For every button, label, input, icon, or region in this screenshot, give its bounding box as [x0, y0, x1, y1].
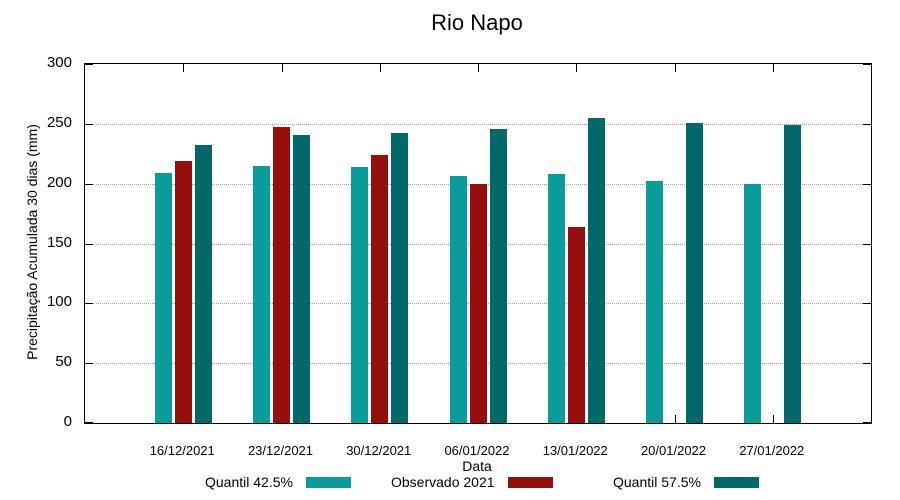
y-tick-mark-right-50: [863, 363, 871, 365]
y-tick-mark-right-0: [863, 422, 871, 423]
y-tick-label-200: 200: [46, 173, 72, 191]
bar-series2-group1: [293, 134, 310, 423]
chart-title: Rio Napo: [431, 10, 523, 35]
y-tick-label-100: 100: [46, 293, 72, 311]
y-tick-label-50: 50: [55, 353, 72, 371]
x-tick-mark-bottom-6: [773, 415, 774, 423]
bar-series2-group0: [194, 145, 212, 423]
y-tick-mark-right-300: [863, 64, 871, 65]
bar-series0-group1: [253, 165, 270, 423]
y-tick-mark-right-100: [863, 303, 871, 305]
x-tick-label-5: 20/01/2022: [640, 443, 707, 458]
y-tick-label-150: 150: [46, 233, 72, 251]
bar-series2-group4: [587, 117, 605, 423]
plot-area: [84, 63, 872, 424]
y-tick-mark-left-50: [85, 363, 93, 365]
bar-series1-group0: [174, 160, 192, 423]
x-tick-label-6: 27/01/2022: [739, 443, 805, 458]
legend-label-observado-2021: Observado 2021: [391, 474, 495, 490]
x-tick-mark-bottom-5: [675, 415, 676, 423]
bar-series1-group1: [273, 127, 290, 423]
x-tick-mark-top-0: [183, 64, 184, 72]
x-tick-label-0: 16/12/2021: [149, 443, 215, 458]
x-tick-mark-top-4: [576, 64, 577, 72]
y-tick-label-300: 300: [46, 54, 72, 71]
bar-series2-group3: [489, 128, 507, 423]
y-tick-mark-left-200: [85, 183, 93, 185]
x-tick-mark-top-1: [282, 64, 283, 72]
y-tick-label-250: 250: [46, 113, 72, 131]
x-tick-mark-top-6: [773, 64, 774, 72]
legend-entry-observado-2021: Observado 2021: [391, 473, 553, 491]
x-tick-label-4: 13/01/2022: [542, 443, 608, 458]
y-tick-mark-right-250: [863, 123, 871, 125]
bar-series0-group6: [744, 183, 762, 423]
x-tick-mark-top-3: [478, 64, 479, 72]
legend-swatch-quantil-57-5: [713, 476, 759, 488]
y-tick-mark-left-300: [85, 64, 93, 65]
y-tick-mark-right-200: [863, 183, 871, 185]
x-tick-label-3: 06/01/2022: [444, 443, 510, 458]
legend-swatch-observado-2021: [507, 476, 553, 488]
legend-label-quantil-57-5: Quantil 57.5%: [613, 474, 701, 490]
y-tick-mark-left-100: [85, 303, 93, 305]
legend: Quantil 42.5% Observado 2021 Quantil 57.…: [0, 473, 900, 493]
x-tick-label-1: 23/12/2021: [247, 443, 314, 458]
bar-series2-group2: [391, 133, 409, 423]
y-tick-mark-left-0: [85, 422, 93, 423]
gridline-y-250: [85, 123, 871, 125]
bar-series0-group2: [351, 166, 369, 423]
x-axis-label: Data: [462, 458, 492, 474]
bar-series0-group4: [547, 174, 565, 423]
bar-series1-group3: [469, 183, 487, 423]
bar-series2-group5: [686, 122, 703, 423]
bar-series1-group4: [567, 226, 585, 423]
bar-series1-group2: [371, 154, 389, 423]
y-tick-mark-right-150: [863, 243, 871, 245]
x-tick-label-2: 30/12/2021: [346, 443, 412, 458]
y-tick-label-0: 0: [63, 413, 72, 430]
x-tick-mark-top-5: [675, 64, 676, 72]
legend-entry-quantil-57-5: Quantil 57.5%: [613, 473, 759, 491]
bar-series0-group5: [646, 181, 663, 423]
y-tick-mark-left-250: [85, 123, 93, 125]
x-tick-mark-top-2: [380, 64, 381, 72]
legend-label-quantil-42-5: Quantil 42.5%: [205, 474, 293, 490]
legend-swatch-quantil-42-5: [305, 476, 351, 488]
bar-series0-group0: [154, 172, 172, 423]
bar-series2-group6: [784, 125, 802, 423]
bar-series0-group3: [449, 176, 467, 423]
y-tick-mark-left-150: [85, 243, 93, 245]
legend-entry-quantil-42-5: Quantil 42.5%: [205, 473, 351, 491]
